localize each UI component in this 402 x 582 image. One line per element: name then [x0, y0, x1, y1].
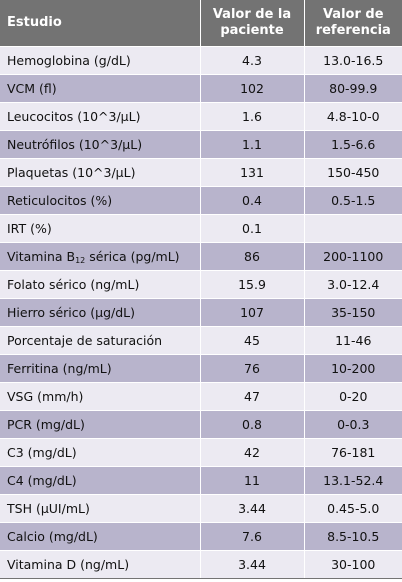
- table-row: Porcentaje de saturación 45 11-46: [0, 325, 402, 354]
- patient-value: 7.6: [200, 521, 305, 550]
- reference-value: 0.5-1.5: [304, 185, 402, 214]
- study-name: Reticulocitos (%): [0, 185, 201, 214]
- table-row: Vitamina B12 sérica (pg/mL) 86 200-1100: [0, 241, 402, 270]
- patient-value: 11: [200, 465, 305, 494]
- table-header: Estudio Valor de la paciente Valor de re…: [0, 0, 402, 46]
- table-row: Folato sérico (ng/mL) 15.9 3.0-12.4: [0, 269, 402, 298]
- reference-value: 0.45-5.0: [304, 493, 402, 522]
- patient-value: 131: [200, 157, 305, 186]
- table-row: Plaquetas (10^3/µL) 131 150-450: [0, 157, 402, 186]
- reference-value: 200-1100: [304, 241, 402, 270]
- patient-value: 0.1: [200, 213, 305, 242]
- reference-value: 13.1-52.4: [304, 465, 402, 494]
- reference-value: 76-181: [304, 437, 402, 466]
- table-row: VCM (fl) 102 80-99.9: [0, 73, 402, 102]
- patient-value: 3.44: [200, 549, 305, 579]
- table-body: Hemoglobina (g/dL) 4.3 13.0-16.5 VCM (fl…: [0, 45, 402, 579]
- header-study: Estudio: [0, 0, 201, 46]
- study-name: VSG (mm/h): [0, 381, 201, 410]
- reference-value: 3.0-12.4: [304, 269, 402, 298]
- reference-value: 0-20: [304, 381, 402, 410]
- study-name: Ferritina (ng/mL): [0, 353, 201, 382]
- study-name: Folato sérico (ng/mL): [0, 269, 201, 298]
- study-name: Neutrófilos (10^3/µL): [0, 129, 201, 158]
- table-row: C3 (mg/dL) 42 76-181: [0, 437, 402, 466]
- study-name: Vitamina B12 sérica (pg/mL): [0, 241, 201, 270]
- patient-value: 3.44: [200, 493, 305, 522]
- study-name: VCM (fl): [0, 73, 201, 102]
- patient-value: 1.1: [200, 129, 305, 158]
- reference-value: 80-99.9: [304, 73, 402, 102]
- study-name: Leucocitos (10^3/µL): [0, 101, 201, 130]
- reference-value: 35-150: [304, 297, 402, 326]
- table-row: Reticulocitos (%) 0.4 0.5-1.5: [0, 185, 402, 214]
- table-row: Vitamina D (ng/mL) 3.44 30-100: [0, 549, 402, 579]
- reference-value: 4.8-10-0: [304, 101, 402, 130]
- table-row: Hierro sérico (µg/dL) 107 35-150: [0, 297, 402, 326]
- patient-value: 4.3: [200, 45, 305, 74]
- study-name: Hemoglobina (g/dL): [0, 45, 201, 74]
- reference-value: 150-450: [304, 157, 402, 186]
- header-reference-value: Valor de referencia: [304, 0, 402, 46]
- study-name: Calcio (mg/dL): [0, 521, 201, 550]
- table-row: IRT (%) 0.1: [0, 213, 402, 242]
- patient-value: 86: [200, 241, 305, 270]
- reference-value: 30-100: [304, 549, 402, 579]
- study-name: TSH (µUI/mL): [0, 493, 201, 522]
- table-row: Leucocitos (10^3/µL) 1.6 4.8-10-0: [0, 101, 402, 130]
- table-row: PCR (mg/dL) 0.8 0-0.3: [0, 409, 402, 438]
- study-name: PCR (mg/dL): [0, 409, 201, 438]
- study-name: Hierro sérico (µg/dL): [0, 297, 201, 326]
- reference-value: 11-46: [304, 325, 402, 354]
- table-row: VSG (mm/h) 47 0-20: [0, 381, 402, 410]
- patient-value: 15.9: [200, 269, 305, 298]
- header-patient-value: Valor de la paciente: [200, 0, 305, 46]
- patient-value: 107: [200, 297, 305, 326]
- table-row: Ferritina (ng/mL) 76 10-200: [0, 353, 402, 382]
- patient-value: 47: [200, 381, 305, 410]
- reference-value: 1.5-6.6: [304, 129, 402, 158]
- patient-value: 45: [200, 325, 305, 354]
- reference-value: 13.0-16.5: [304, 45, 402, 74]
- patient-value: 102: [200, 73, 305, 102]
- reference-value: 0-0.3: [304, 409, 402, 438]
- study-name: C3 (mg/dL): [0, 437, 201, 466]
- table-row: C4 (mg/dL) 11 13.1-52.4: [0, 465, 402, 494]
- patient-value: 76: [200, 353, 305, 382]
- study-name: Porcentaje de saturación: [0, 325, 201, 354]
- reference-value: 8.5-10.5: [304, 521, 402, 550]
- patient-value: 1.6: [200, 101, 305, 130]
- reference-value: [304, 213, 402, 242]
- header-row: Estudio Valor de la paciente Valor de re…: [0, 0, 402, 46]
- table-row: Neutrófilos (10^3/µL) 1.1 1.5-6.6: [0, 129, 402, 158]
- study-name: Plaquetas (10^3/µL): [0, 157, 201, 186]
- reference-value: 10-200: [304, 353, 402, 382]
- table-row: Hemoglobina (g/dL) 4.3 13.0-16.5: [0, 45, 402, 74]
- study-name: C4 (mg/dL): [0, 465, 201, 494]
- patient-value: 0.8: [200, 409, 305, 438]
- table-row: Calcio (mg/dL) 7.6 8.5-10.5: [0, 521, 402, 550]
- study-name-prefix: Vitamina B: [7, 248, 76, 264]
- table-row: TSH (µUI/mL) 3.44 0.45-5.0: [0, 493, 402, 522]
- study-name: Vitamina D (ng/mL): [0, 549, 201, 579]
- patient-value: 42: [200, 437, 305, 466]
- study-name-subscript: 12: [75, 255, 86, 265]
- study-name-suffix: sérica (pg/mL): [85, 248, 180, 264]
- patient-value: 0.4: [200, 185, 305, 214]
- study-name: IRT (%): [0, 213, 201, 242]
